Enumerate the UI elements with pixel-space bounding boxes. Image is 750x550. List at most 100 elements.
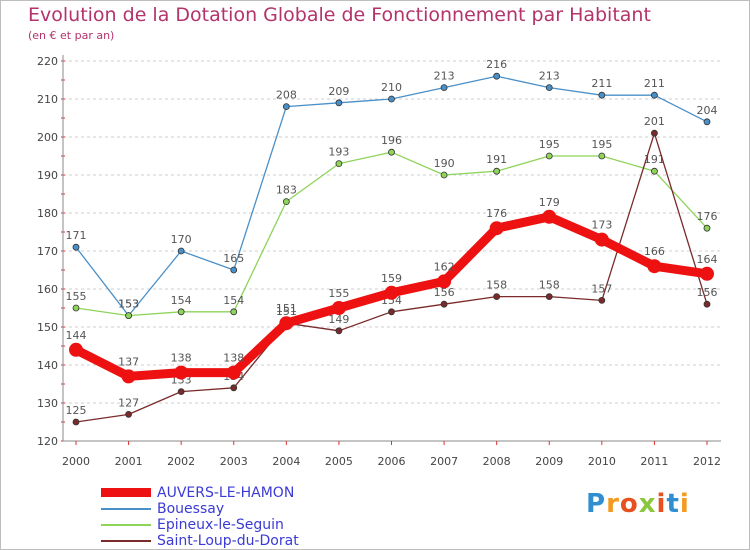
data-point-bouessay: [493, 72, 501, 80]
y-tick-label: 200: [37, 131, 58, 144]
y-tick-label: 180: [37, 207, 58, 220]
data-point-epineux-le-seguin: [703, 224, 711, 232]
data-label-auvers-le-hamon: 155: [328, 287, 349, 300]
y-tick-label: 190: [37, 169, 58, 182]
data-label-saint-loup-du-dorat: 158: [486, 279, 507, 292]
data-label-saint-loup-du-dorat: 201: [644, 115, 665, 128]
data-label-bouessay: 165: [223, 252, 244, 265]
data-point-auvers-le-hamon: [121, 369, 136, 384]
legend-swatch-saint-loup-du-dorat: [101, 540, 151, 542]
data-label-bouessay: 208: [276, 89, 297, 102]
data-label-bouessay: 211: [591, 77, 612, 90]
data-point-bouessay: [335, 99, 343, 107]
data-point-auvers-le-hamon: [69, 342, 83, 357]
x-tick-label: 2000: [62, 455, 90, 468]
data-point-bouessay: [545, 84, 553, 91]
data-point-auvers-le-hamon: [226, 365, 241, 380]
data-label-epineux-le-seguin: 154: [223, 294, 244, 307]
y-tick-label: 120: [37, 435, 58, 448]
data-label-bouessay: 213: [434, 70, 455, 83]
y-tick-label: 130: [37, 397, 58, 410]
data-label-epineux-le-seguin: 195: [591, 138, 612, 151]
logo-letter: o: [619, 489, 639, 519]
data-point-auvers-le-hamon: [700, 266, 714, 281]
data-point-bouessay: [177, 247, 185, 255]
data-label-saint-loup-du-dorat: 158: [539, 279, 560, 292]
y-tick-label: 150: [37, 321, 58, 334]
data-label-epineux-le-seguin: 153: [118, 298, 139, 311]
data-point-bouessay: [651, 91, 658, 99]
data-point-saint-loup-du-dorat: [335, 327, 343, 335]
x-tick-label: 2012: [693, 455, 721, 468]
logo-letter: t: [666, 489, 680, 519]
x-tick-label: 2005: [325, 455, 353, 468]
legend-swatch-bouessay: [101, 508, 151, 510]
y-tick-label: 140: [37, 359, 58, 372]
data-point-epineux-le-seguin: [388, 148, 395, 156]
data-label-bouessay: 204: [697, 104, 718, 117]
data-label-epineux-le-seguin: 196: [381, 134, 402, 147]
data-label-auvers-le-hamon: 179: [539, 196, 560, 209]
data-label-bouessay: 209: [328, 85, 349, 98]
data-label-bouessay: 171: [66, 229, 87, 242]
data-label-saint-loup-du-dorat: 156: [697, 286, 718, 299]
data-label-auvers-le-hamon: 173: [591, 219, 612, 232]
data-label-saint-loup-du-dorat: 127: [118, 396, 139, 409]
logo-letter: r: [606, 489, 620, 519]
data-point-epineux-le-seguin: [545, 152, 553, 160]
chart-title: Evolution de la Dotation Globale de Fonc…: [28, 4, 651, 26]
x-tick-label: 2003: [220, 455, 248, 468]
data-point-auvers-le-hamon: [594, 232, 609, 247]
x-tick-label: 2008: [483, 455, 511, 468]
legend-label-epineux-le-seguin: Epineux-le-Seguin: [157, 517, 284, 533]
data-point-epineux-le-seguin: [440, 171, 448, 179]
data-label-auvers-le-hamon: 138: [223, 352, 244, 365]
data-point-epineux-le-seguin: [335, 160, 343, 168]
data-point-auvers-le-hamon: [542, 209, 557, 224]
legend-label-saint-loup-du-dorat: Saint-Loup-du-Dorat: [157, 533, 299, 549]
data-label-saint-loup-du-dorat: 156: [434, 286, 455, 299]
data-point-auvers-le-hamon: [279, 316, 294, 331]
data-label-auvers-le-hamon: 159: [381, 272, 402, 285]
data-label-bouessay: 216: [486, 58, 507, 71]
y-tick-label: 170: [37, 245, 58, 258]
data-label-saint-loup-du-dorat: 125: [66, 404, 87, 417]
data-label-epineux-le-seguin: 155: [66, 290, 87, 303]
data-point-saint-loup-du-dorat: [440, 300, 448, 308]
data-label-bouessay: 170: [171, 233, 192, 246]
x-tick-label: 2006: [378, 455, 406, 468]
data-point-bouessay: [388, 95, 395, 103]
data-point-saint-loup-du-dorat: [72, 418, 80, 426]
data-label-auvers-le-hamon: 164: [697, 253, 718, 266]
data-label-epineux-le-seguin: 154: [171, 294, 192, 307]
data-point-saint-loup-du-dorat: [545, 293, 553, 301]
data-point-bouessay: [282, 103, 290, 110]
data-label-auvers-le-hamon: 162: [434, 260, 455, 273]
y-tick-label: 210: [37, 93, 58, 106]
data-point-saint-loup-du-dorat: [388, 308, 395, 316]
data-label-auvers-le-hamon: 138: [171, 352, 192, 365]
data-label-epineux-le-seguin: 191: [486, 153, 507, 166]
data-point-auvers-le-hamon: [437, 274, 452, 289]
data-label-epineux-le-seguin: 195: [539, 138, 560, 151]
data-point-epineux-le-seguin: [651, 167, 658, 175]
data-label-bouessay: 210: [381, 81, 402, 94]
data-point-auvers-le-hamon: [331, 301, 346, 315]
y-tick-label: 160: [37, 283, 58, 296]
data-label-auvers-le-hamon: 151: [276, 302, 297, 315]
data-label-epineux-le-seguin: 183: [276, 184, 297, 197]
data-label-epineux-le-seguin: 176: [697, 210, 718, 223]
data-point-saint-loup-du-dorat: [493, 293, 501, 301]
data-point-auvers-le-hamon: [174, 365, 189, 380]
data-label-epineux-le-seguin: 193: [328, 146, 349, 159]
data-label-auvers-le-hamon: 176: [486, 207, 507, 220]
data-point-bouessay: [230, 266, 238, 274]
legend-swatch-auvers-le-hamon: [101, 488, 151, 497]
x-tick-label: 2002: [167, 455, 195, 468]
x-tick-label: 2004: [272, 455, 300, 468]
data-label-saint-loup-du-dorat: 151: [276, 305, 297, 318]
x-tick-label: 2007: [430, 455, 458, 468]
data-point-epineux-le-seguin: [598, 152, 606, 160]
